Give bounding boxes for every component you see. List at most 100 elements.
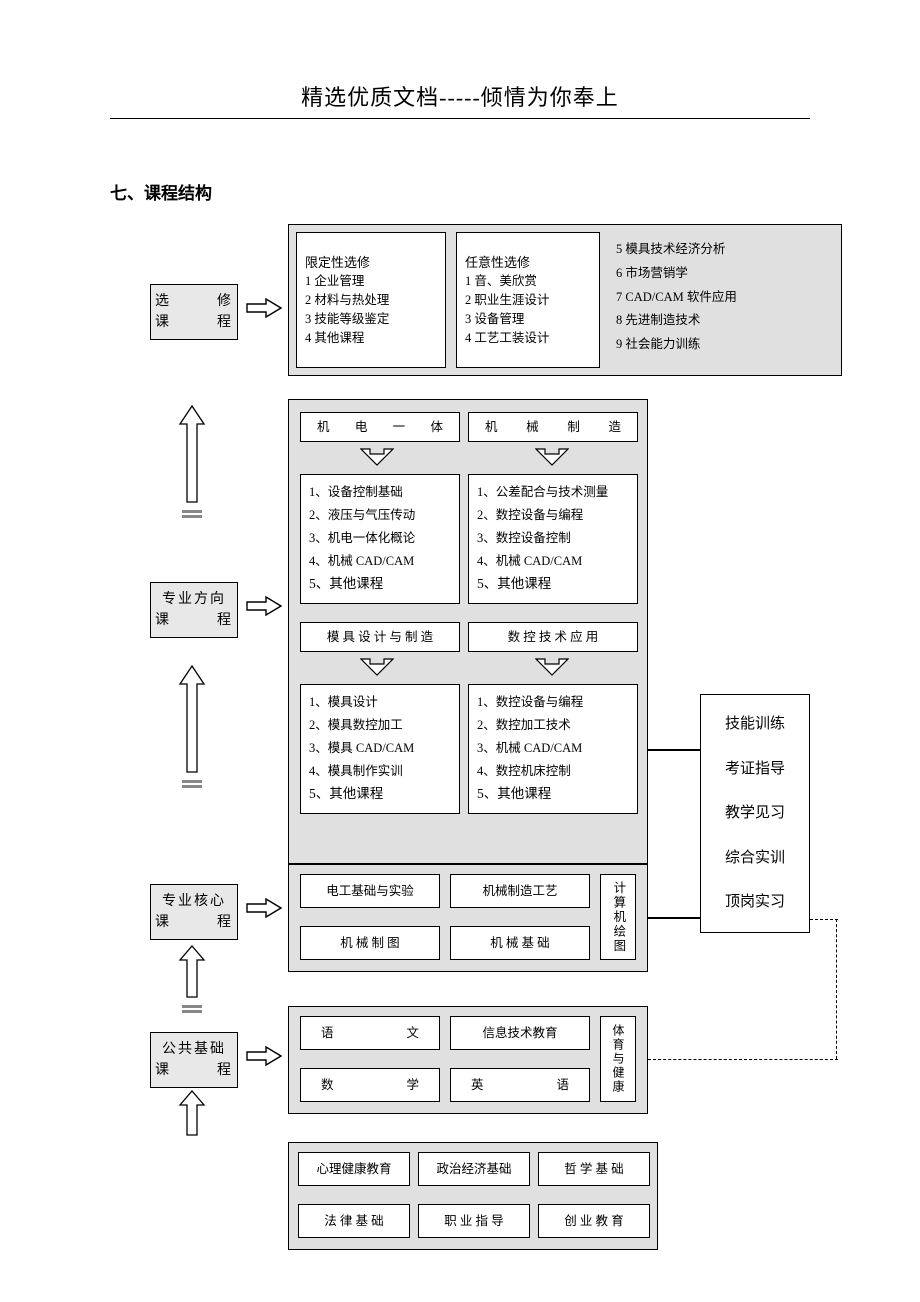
arrow-up-icon bbox=[178, 664, 206, 774]
arrow-up-icon bbox=[178, 1089, 206, 1137]
t: 综合实训 bbox=[725, 847, 785, 870]
t: 任意性选修 bbox=[465, 253, 591, 273]
t: 2、数控加工技术 bbox=[477, 716, 629, 735]
cat-direction: 专业方向 课程 bbox=[150, 582, 238, 638]
t: 公共基础 bbox=[162, 1039, 226, 1060]
t: 6 市场营销学 bbox=[616, 262, 830, 286]
t: 4 其他课程 bbox=[305, 329, 437, 348]
core-c1: 电工基础与实验 bbox=[300, 874, 440, 908]
t: 1、设备控制基础 bbox=[309, 483, 451, 502]
t: 3、数控设备控制 bbox=[477, 529, 629, 548]
box-extra: 5 模具技术经济分析 6 市场营销学 7 CAD/CAM 软件应用 8 先进制造… bbox=[612, 232, 834, 368]
base-1: 心理健康教育 bbox=[298, 1152, 410, 1186]
pub-3: 数学 bbox=[300, 1068, 440, 1102]
t: 数 控 技 术 应 用 bbox=[508, 628, 599, 647]
cat-elective: 选 修 课 程 bbox=[150, 284, 238, 340]
arrow-right-icon bbox=[246, 296, 282, 320]
t: 5、其他课程 bbox=[477, 784, 629, 804]
dashed-line bbox=[810, 919, 838, 920]
t: 一 bbox=[393, 418, 406, 437]
t: 1、数控设备与编程 bbox=[477, 693, 629, 712]
box-restricted: 限定性选修 1 企业管理 2 材料与热处理 3 技能等级鉴定 4 其他课程 bbox=[296, 232, 446, 368]
arrow-up-icon bbox=[178, 944, 206, 999]
arrow-down-icon bbox=[360, 448, 394, 466]
t: 学 bbox=[406, 1076, 419, 1095]
box-cnc: 1、数控设备与编程 2、数控加工技术 3、机械 CAD/CAM 4、数控机床控制… bbox=[468, 684, 638, 814]
t: 课 bbox=[155, 312, 171, 333]
t: 程 bbox=[217, 610, 233, 631]
arrow-right-icon bbox=[246, 896, 282, 920]
t: 5、其他课程 bbox=[309, 574, 451, 594]
t: 机 械 基 础 bbox=[490, 934, 549, 953]
t: 计算机绘图 bbox=[609, 881, 628, 954]
t: 选 bbox=[155, 291, 171, 312]
t: 法 律 基 础 bbox=[324, 1212, 383, 1231]
t: 英 bbox=[471, 1076, 484, 1095]
cat-core: 专业核心 课程 bbox=[150, 884, 238, 940]
box-optional: 任意性选修 1 音、美欣赏 2 职业生涯设计 3 设备管理 4 工艺工装设计 bbox=[456, 232, 600, 368]
t: 程 bbox=[217, 312, 233, 333]
arrow-down-icon bbox=[360, 658, 394, 676]
box-mold: 1、模具设计 2、模具数控加工 3、模具 CAD/CAM 4、模具制作实训 5、… bbox=[300, 684, 460, 814]
t: 2、数控设备与编程 bbox=[477, 506, 629, 525]
header-rule bbox=[110, 118, 810, 119]
t: 5、其他课程 bbox=[477, 574, 629, 594]
t: 修 bbox=[217, 291, 233, 312]
t: 5 模具技术经济分析 bbox=[616, 238, 830, 262]
t: 机 bbox=[317, 418, 330, 437]
base-2: 政治经济基础 bbox=[418, 1152, 530, 1186]
t: 文 bbox=[406, 1024, 419, 1043]
t: 教学见习 bbox=[725, 802, 785, 825]
t: 2 职业生涯设计 bbox=[465, 291, 591, 310]
t: 电工基础与实验 bbox=[326, 882, 414, 901]
t: 技能训练 bbox=[725, 713, 785, 736]
t: 机械制造工艺 bbox=[482, 882, 557, 901]
hdr-cnc: 数 控 技 术 应 用 bbox=[468, 622, 638, 652]
t: 3、模具 CAD/CAM bbox=[309, 739, 451, 758]
t: 1 企业管理 bbox=[305, 272, 437, 291]
hdr-mechatronics: 机 电 一 体 bbox=[300, 412, 460, 442]
arrow-down-icon bbox=[535, 448, 569, 466]
t: 3 设备管理 bbox=[465, 310, 591, 329]
t: 1、模具设计 bbox=[309, 693, 451, 712]
t: 1 音、美欣赏 bbox=[465, 272, 591, 291]
t: 哲 学 基 础 bbox=[564, 1160, 623, 1179]
t: 课 bbox=[155, 912, 171, 933]
conn-line bbox=[648, 749, 700, 751]
t: 4 工艺工装设计 bbox=[465, 329, 591, 348]
t: 模 具 设 计 与 制 造 bbox=[327, 628, 433, 647]
t: 机 bbox=[485, 418, 498, 437]
dashed-line bbox=[648, 1059, 838, 1060]
t: 制 bbox=[567, 418, 580, 437]
t: 9 社会能力训练 bbox=[616, 333, 830, 357]
t: 政治经济基础 bbox=[436, 1160, 511, 1179]
diagram-canvas: 选修 课程 限定性选修 1 企业管理 2 材料与热处理 3 技能等级鉴定 4 其… bbox=[0, 224, 920, 1274]
t: 4、模具制作实训 bbox=[309, 762, 451, 781]
t: 3、机电一体化概论 bbox=[309, 529, 451, 548]
base-6: 创 业 教 育 bbox=[538, 1204, 650, 1238]
t: 职 业 指 导 bbox=[444, 1212, 503, 1231]
base-5: 职 业 指 导 bbox=[418, 1204, 530, 1238]
conn-line bbox=[648, 917, 700, 919]
pub-2: 信息技术教育 bbox=[450, 1016, 590, 1050]
core-c5: 计算机绘图 bbox=[600, 874, 636, 960]
box-manufacture: 1、公差配合与技术测量 2、数控设备与编程 3、数控设备控制 4、机械 CAD/… bbox=[468, 474, 638, 604]
t: 专业核心 bbox=[162, 891, 226, 912]
t: 专业方向 bbox=[162, 589, 226, 610]
t: 械 bbox=[526, 418, 539, 437]
t: 4、数控机床控制 bbox=[477, 762, 629, 781]
t: 体育与健康 bbox=[609, 1024, 627, 1094]
arrow-down-icon bbox=[535, 658, 569, 676]
arrow-right-icon bbox=[246, 594, 282, 618]
pub-4: 英语 bbox=[450, 1068, 590, 1102]
t: 8 先进制造技术 bbox=[616, 309, 830, 333]
t: 数 bbox=[321, 1076, 334, 1095]
box-mechatronics: 1、设备控制基础 2、液压与气压传动 3、机电一体化概论 4、机械 CAD/CA… bbox=[300, 474, 460, 604]
t: 心理健康教育 bbox=[316, 1160, 391, 1179]
t: 电 bbox=[355, 418, 368, 437]
t: 顶岗实习 bbox=[725, 891, 785, 914]
t: 语 bbox=[556, 1076, 569, 1095]
pub-5: 体育与健康 bbox=[600, 1016, 636, 1102]
cat-public: 公共基础 课程 bbox=[150, 1032, 238, 1088]
t: 造 bbox=[608, 418, 621, 437]
